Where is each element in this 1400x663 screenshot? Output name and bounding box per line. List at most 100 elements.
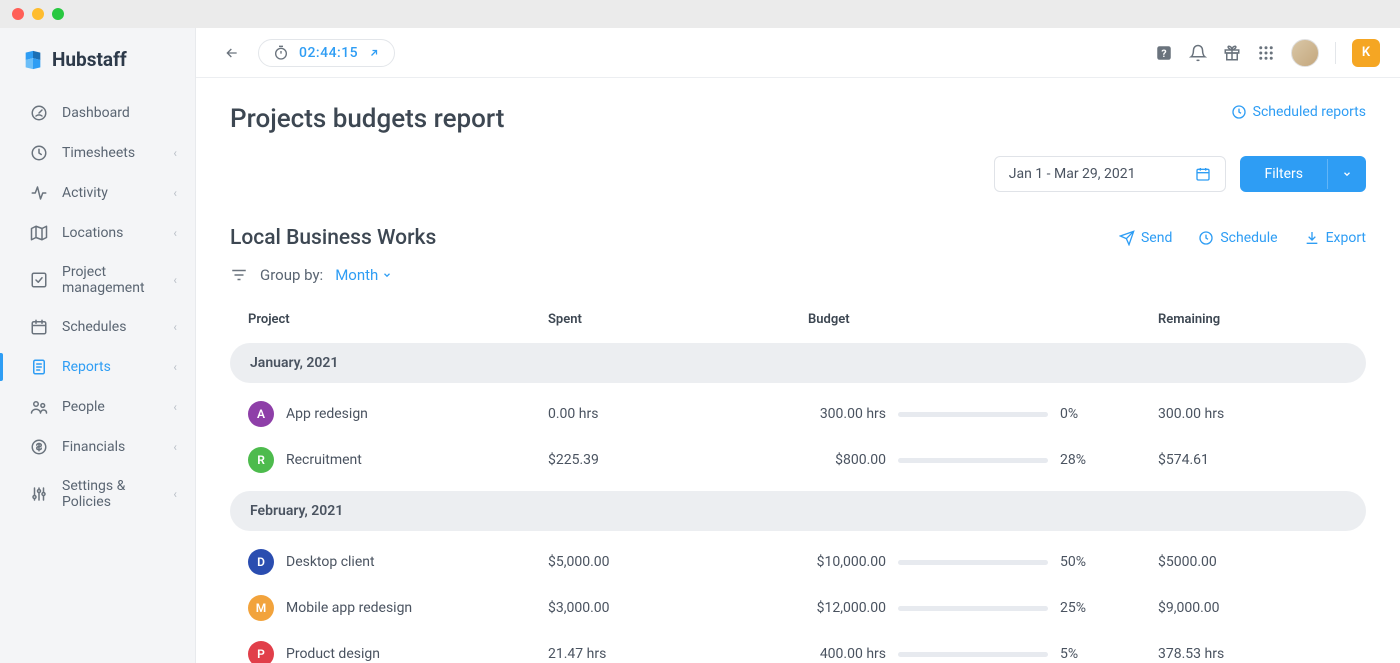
- send-label: Send: [1141, 230, 1172, 246]
- project-badge: R: [248, 447, 274, 473]
- progress-percent: 5%: [1060, 646, 1100, 662]
- budget-value: $800.00: [808, 452, 886, 468]
- spent-value: $5,000.00: [548, 554, 808, 570]
- progress-bar: [898, 458, 1048, 463]
- sidebar-item-schedules[interactable]: Schedules‹: [0, 307, 195, 347]
- sidebar-item-locations[interactable]: Locations‹: [0, 213, 195, 253]
- clock-icon: [30, 144, 48, 162]
- send-icon: [1119, 230, 1135, 246]
- chevron-left-icon: ‹: [173, 273, 177, 287]
- progress-bar: [898, 560, 1048, 565]
- sidebar-item-people[interactable]: People‹: [0, 387, 195, 427]
- minimize-window-dot[interactable]: [32, 8, 44, 20]
- filters-caret[interactable]: [1327, 159, 1366, 189]
- project-name: Mobile app redesign: [286, 600, 412, 616]
- table-row[interactable]: R Recruitment $225.39$800.00 28% $574.61: [230, 437, 1366, 483]
- org-avatar[interactable]: K: [1352, 39, 1380, 67]
- brand-name: Hubstaff: [52, 48, 127, 71]
- sidebar-item-settings-policies[interactable]: Settings & Policies‹: [0, 467, 195, 521]
- table-group-header: January, 2021: [230, 343, 1366, 383]
- table-row[interactable]: D Desktop client $5,000.00$10,000.00 50% $50…: [230, 539, 1366, 585]
- sidebar-item-project-management[interactable]: Project management‹: [0, 253, 195, 307]
- org-avatar-letter: K: [1362, 45, 1370, 60]
- schedule-label: Schedule: [1220, 230, 1277, 246]
- calendar-icon: [30, 318, 48, 336]
- date-range-picker[interactable]: Jan 1 - Mar 29, 2021: [994, 156, 1227, 192]
- export-button[interactable]: Export: [1304, 230, 1366, 246]
- page-title: Projects budgets report: [230, 104, 504, 134]
- progress-percent: 28%: [1060, 452, 1100, 468]
- project-name: Desktop client: [286, 554, 375, 570]
- chevron-left-icon: ‹: [173, 487, 177, 501]
- section-title: Local Business Works: [230, 226, 436, 250]
- popout-icon: [368, 47, 380, 59]
- chevron-left-icon: ‹: [173, 320, 177, 334]
- projects-table: Project Spent Budget Remaining January, …: [230, 304, 1366, 663]
- timer-widget[interactable]: 02:44:15: [258, 39, 395, 67]
- bell-icon[interactable]: [1189, 44, 1207, 62]
- schedule-button[interactable]: Schedule: [1198, 230, 1277, 246]
- filters-button[interactable]: Filters: [1240, 156, 1366, 192]
- spent-value: $3,000.00: [548, 600, 808, 616]
- send-button[interactable]: Send: [1119, 230, 1172, 246]
- help-icon[interactable]: ?: [1155, 44, 1173, 62]
- sort-icon[interactable]: [230, 266, 248, 284]
- remaining-value: 300.00 hrs: [1158, 406, 1348, 422]
- table-row[interactable]: AApp redesign0.00 hrs300.00 hrs0%300.00 …: [230, 391, 1366, 437]
- budget-value: $10,000.00: [808, 554, 886, 570]
- clock-icon: [1231, 104, 1247, 120]
- table-row[interactable]: PProduct design21.47 hrs400.00 hrs5%378.…: [230, 631, 1366, 663]
- arrow-left-icon: [224, 45, 240, 61]
- document-icon: [30, 358, 48, 376]
- user-avatar[interactable]: [1291, 39, 1319, 67]
- groupby-row: Group by: Month: [230, 266, 1366, 284]
- remaining-value: 378.53 hrs: [1158, 646, 1348, 662]
- sidebar-nav: DashboardTimesheets‹Activity‹Locations‹P…: [0, 93, 195, 521]
- svg-text:?: ?: [1161, 46, 1166, 59]
- remaining-value: $574.61: [1158, 452, 1348, 468]
- content: Projects budgets report Scheduled report…: [196, 78, 1400, 663]
- table-group-header: February, 2021: [230, 491, 1366, 531]
- col-remaining: Remaining: [1158, 312, 1348, 327]
- topbar: 02:44:15 ? K: [196, 28, 1400, 78]
- timer-value: 02:44:15: [299, 45, 358, 61]
- groupby-dropdown[interactable]: Month: [335, 266, 392, 284]
- project-name: Product design: [286, 646, 380, 662]
- gift-icon[interactable]: [1223, 44, 1241, 62]
- sliders-icon: [30, 485, 48, 503]
- brand-logo[interactable]: Hubstaff: [0, 42, 195, 93]
- close-window-dot[interactable]: [12, 8, 24, 20]
- sidebar-item-activity[interactable]: Activity‹: [0, 173, 195, 213]
- sidebar-item-financials[interactable]: Financials‹: [0, 427, 195, 467]
- dashboard-icon: [30, 104, 48, 122]
- scheduled-reports-label: Scheduled reports: [1253, 104, 1366, 120]
- sidebar-item-label: People: [62, 399, 173, 415]
- sidebar-item-dashboard[interactable]: Dashboard: [0, 93, 195, 133]
- progress-percent: 0%: [1060, 406, 1100, 422]
- project-badge: D: [248, 549, 274, 575]
- sidebar-item-timesheets[interactable]: Timesheets‹: [0, 133, 195, 173]
- maximize-window-dot[interactable]: [52, 8, 64, 20]
- chevron-down-icon: [382, 270, 392, 280]
- schedule-clock-icon: [1198, 230, 1214, 246]
- chevron-left-icon: ‹: [173, 360, 177, 374]
- progress-bar: [898, 412, 1048, 417]
- project-badge: A: [248, 401, 274, 427]
- progress-bar: [898, 652, 1048, 657]
- sidebar-item-label: Financials: [62, 439, 173, 455]
- budget-value: 400.00 hrs: [808, 646, 886, 662]
- sidebar-item-reports[interactable]: Reports‹: [0, 347, 195, 387]
- download-icon: [1304, 230, 1320, 246]
- project-name: Recruitment: [286, 452, 362, 468]
- chevron-left-icon: ‹: [173, 146, 177, 160]
- scheduled-reports-link[interactable]: Scheduled reports: [1231, 104, 1366, 120]
- back-button[interactable]: [216, 37, 248, 69]
- sidebar-item-label: Dashboard: [62, 105, 177, 121]
- spent-value: $225.39: [548, 452, 808, 468]
- apps-grid-icon[interactable]: [1257, 44, 1275, 62]
- progress-percent: 25%: [1060, 600, 1100, 616]
- progress-percent: 50%: [1060, 554, 1100, 570]
- remaining-value: $5000.00: [1158, 554, 1348, 570]
- sidebar: Hubstaff Dashboard Timesheets‹Activity‹Lo…: [0, 28, 196, 663]
- table-row[interactable]: MMobile app redesign$3,000.00$12,000.002…: [230, 585, 1366, 631]
